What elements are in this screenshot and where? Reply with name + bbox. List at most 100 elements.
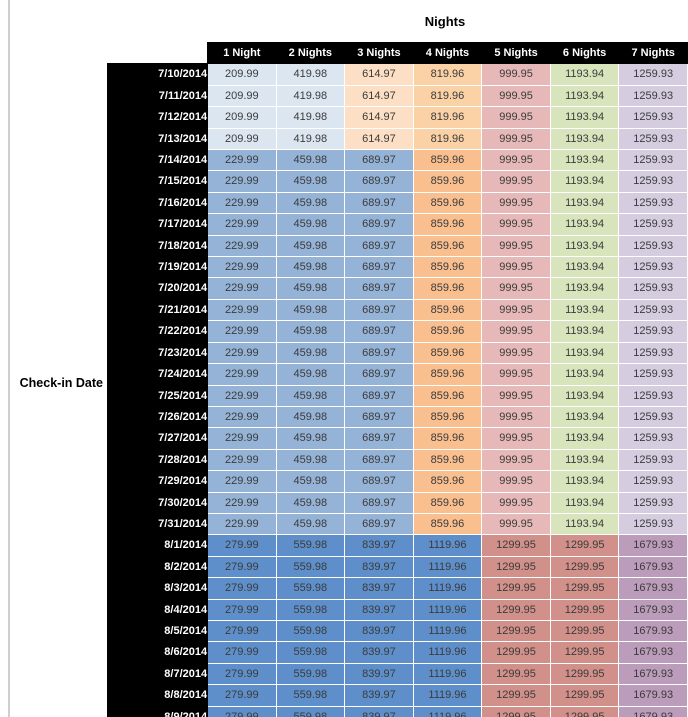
price-cell[interactable]: 1259.93 [618,191,688,215]
price-cell[interactable]: 1259.93 [618,341,688,365]
price-cell[interactable]: 1119.96 [412,619,483,643]
price-cell[interactable]: 839.97 [344,641,414,664]
price-cell[interactable]: 1299.95 [481,534,551,557]
price-cell[interactable]: 859.96 [412,277,483,300]
price-cell[interactable]: 689.97 [344,341,414,365]
price-cell[interactable]: 859.96 [412,191,483,215]
price-cell[interactable]: 1299.95 [481,705,551,717]
price-cell[interactable]: 279.99 [207,555,277,579]
price-cell[interactable]: 999.95 [481,234,551,258]
price-cell[interactable]: 1193.94 [549,277,620,300]
price-cell[interactable]: 999.95 [481,63,551,86]
price-cell[interactable]: 229.99 [207,234,277,258]
price-cell[interactable]: 689.97 [344,191,414,215]
price-cell[interactable]: 1193.94 [549,320,620,343]
price-cell[interactable]: 1299.95 [549,619,620,643]
date-cell[interactable]: 7/28/2014 [106,448,209,472]
price-cell[interactable]: 689.97 [344,170,414,193]
price-cell[interactable]: 559.98 [275,619,346,643]
price-cell[interactable]: 1679.93 [618,619,688,643]
price-cell[interactable]: 859.96 [412,213,483,236]
price-cell[interactable]: 229.99 [207,427,277,450]
price-cell[interactable]: 859.96 [412,427,483,450]
price-cell[interactable]: 1119.96 [412,662,483,686]
price-cell[interactable]: 459.98 [275,149,346,172]
price-cell[interactable]: 819.96 [412,106,483,129]
price-cell[interactable]: 839.97 [344,555,414,579]
price-cell[interactable]: 279.99 [207,619,277,643]
price-cell[interactable]: 689.97 [344,298,414,322]
price-cell[interactable]: 459.98 [275,512,346,536]
price-cell[interactable]: 1193.94 [549,491,620,514]
price-cell[interactable]: 1119.96 [412,684,483,707]
price-cell[interactable]: 1193.94 [549,298,620,322]
price-cell[interactable]: 859.96 [412,256,483,279]
price-cell[interactable]: 689.97 [344,256,414,279]
date-cell[interactable]: 7/15/2014 [106,170,209,193]
price-cell[interactable]: 1299.95 [481,555,551,579]
price-cell[interactable]: 1259.93 [618,405,688,429]
price-cell[interactable]: 859.96 [412,512,483,536]
price-cell[interactable]: 1193.94 [549,170,620,193]
price-cell[interactable]: 1259.93 [618,127,688,151]
price-cell[interactable]: 689.97 [344,320,414,343]
price-cell[interactable]: 209.99 [207,63,277,86]
price-cell[interactable]: 614.97 [344,84,414,108]
price-cell[interactable]: 999.95 [481,470,551,493]
price-cell[interactable]: 559.98 [275,577,346,600]
price-cell[interactable]: 459.98 [275,298,346,322]
price-cell[interactable]: 999.95 [481,491,551,514]
price-cell[interactable]: 999.95 [481,384,551,407]
price-cell[interactable]: 859.96 [412,491,483,514]
price-cell[interactable]: 859.96 [412,320,483,343]
price-cell[interactable]: 459.98 [275,448,346,472]
price-cell[interactable]: 1299.95 [481,641,551,664]
price-cell[interactable]: 1299.95 [549,534,620,557]
date-cell[interactable]: 8/6/2014 [106,641,209,664]
price-cell[interactable]: 614.97 [344,63,414,86]
price-cell[interactable]: 279.99 [207,662,277,686]
price-cell[interactable]: 1193.94 [549,405,620,429]
price-cell[interactable]: 999.95 [481,213,551,236]
column-header[interactable]: 3 Nights [344,41,414,65]
price-cell[interactable]: 1193.94 [549,427,620,450]
price-cell[interactable]: 1193.94 [549,213,620,236]
date-cell[interactable]: 7/12/2014 [106,106,209,129]
price-cell[interactable]: 1259.93 [618,234,688,258]
price-cell[interactable]: 1259.93 [618,84,688,108]
date-cell[interactable]: 8/1/2014 [106,534,209,557]
price-cell[interactable]: 279.99 [207,534,277,557]
price-cell[interactable]: 459.98 [275,363,346,386]
price-cell[interactable]: 1119.96 [412,598,483,621]
price-cell[interactable]: 999.95 [481,149,551,172]
price-cell[interactable]: 1259.93 [618,427,688,450]
price-cell[interactable]: 689.97 [344,427,414,450]
price-cell[interactable]: 279.99 [207,684,277,707]
date-cell[interactable]: 7/21/2014 [106,298,209,322]
price-cell[interactable]: 1259.93 [618,298,688,322]
price-cell[interactable]: 999.95 [481,191,551,215]
price-cell[interactable]: 839.97 [344,534,414,557]
price-cell[interactable]: 859.96 [412,363,483,386]
price-cell[interactable]: 1299.95 [549,641,620,664]
price-cell[interactable]: 1299.95 [549,684,620,707]
date-cell[interactable]: 8/2/2014 [106,555,209,579]
price-cell[interactable]: 559.98 [275,555,346,579]
price-cell[interactable]: 1679.93 [618,534,688,557]
price-cell[interactable]: 1299.95 [549,555,620,579]
price-cell[interactable]: 279.99 [207,705,277,717]
price-cell[interactable]: 229.99 [207,256,277,279]
price-cell[interactable]: 1259.93 [618,277,688,300]
price-cell[interactable]: 614.97 [344,106,414,129]
price-cell[interactable]: 839.97 [344,684,414,707]
price-cell[interactable]: 999.95 [481,512,551,536]
price-cell[interactable]: 229.99 [207,448,277,472]
price-cell[interactable]: 559.98 [275,598,346,621]
price-cell[interactable]: 1259.93 [618,491,688,514]
price-cell[interactable]: 209.99 [207,106,277,129]
price-cell[interactable]: 859.96 [412,384,483,407]
price-cell[interactable]: 1119.96 [412,577,483,600]
price-cell[interactable]: 1299.95 [481,662,551,686]
price-cell[interactable]: 1259.93 [618,384,688,407]
price-cell[interactable]: 839.97 [344,705,414,717]
